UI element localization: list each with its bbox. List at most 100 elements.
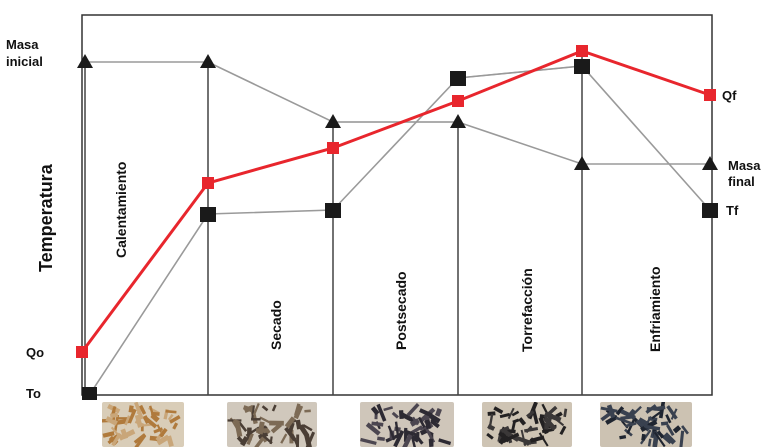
photo-cooled-chips	[600, 402, 692, 447]
chip	[398, 410, 404, 420]
chip	[304, 433, 313, 447]
chip	[271, 404, 277, 412]
chip	[371, 421, 384, 427]
chip	[499, 412, 511, 419]
chip	[438, 438, 452, 446]
chip	[501, 428, 520, 442]
label-tf: Tf	[726, 203, 739, 218]
chip	[302, 424, 313, 432]
temp-marker	[82, 387, 97, 401]
stage-label-secado: Secado	[268, 300, 284, 350]
chip	[251, 418, 261, 421]
chip	[641, 433, 646, 441]
heat-marker	[452, 95, 464, 107]
chip	[288, 422, 295, 433]
chip	[493, 406, 504, 415]
chip	[544, 422, 549, 430]
label-qf: Qf	[722, 88, 737, 103]
chip	[647, 438, 652, 447]
heat-marker	[76, 346, 88, 358]
chip	[124, 415, 131, 426]
temp-marker	[702, 203, 718, 218]
chip	[134, 414, 143, 428]
chip	[393, 430, 405, 447]
chip	[515, 435, 532, 446]
chip	[116, 417, 132, 420]
chip	[409, 418, 420, 427]
photo-torrefied-chips	[482, 402, 572, 447]
chip	[679, 430, 685, 447]
chip	[156, 434, 170, 446]
stage-label-calentamiento: Calentamiento	[113, 162, 129, 258]
label-qo: Qo	[26, 345, 44, 360]
heat-marker	[704, 89, 716, 101]
chip	[360, 437, 377, 446]
chip	[606, 404, 616, 419]
chip	[660, 421, 669, 426]
helper-line-2	[457, 65, 583, 79]
chip	[419, 428, 428, 436]
chip	[252, 402, 260, 416]
chip	[525, 425, 533, 434]
stage-label-torrefaccion: Torrefacción	[519, 268, 535, 352]
chip	[269, 420, 284, 426]
chip	[511, 410, 520, 417]
chip	[270, 422, 282, 434]
chip	[405, 431, 420, 443]
mass-marker	[77, 54, 93, 68]
temp-marker	[325, 203, 341, 218]
chip	[284, 426, 297, 442]
chip	[672, 425, 682, 434]
chip	[370, 406, 380, 416]
chip	[165, 409, 177, 414]
chip	[424, 419, 432, 430]
chip	[257, 421, 265, 435]
chip	[134, 402, 144, 420]
mass-marker	[450, 114, 466, 128]
chip	[498, 430, 511, 443]
chip	[486, 432, 494, 440]
label-temperatura: Temperatura	[36, 163, 56, 272]
chip	[512, 418, 520, 424]
chip	[430, 419, 440, 429]
temp-marker	[574, 59, 590, 74]
chip	[529, 435, 545, 443]
chip	[376, 403, 387, 422]
mass-marker	[702, 156, 718, 170]
chip	[138, 404, 147, 415]
chip	[538, 432, 549, 447]
chip	[383, 406, 394, 412]
chip	[377, 436, 385, 442]
chip	[400, 433, 413, 447]
chip	[620, 409, 636, 420]
temp-marker	[450, 71, 466, 86]
chip	[563, 408, 568, 418]
chip	[169, 415, 181, 424]
chip	[127, 408, 137, 424]
chip	[615, 406, 625, 416]
heat-line	[80, 49, 711, 353]
chip	[143, 423, 152, 427]
chip	[639, 429, 652, 445]
chip	[654, 431, 666, 447]
chip	[487, 411, 496, 416]
chip	[284, 416, 296, 429]
chip	[419, 408, 433, 418]
chip	[406, 402, 420, 417]
mass-line	[85, 61, 710, 165]
chip	[518, 417, 527, 426]
photo-postdried-chips	[360, 402, 454, 447]
chip	[128, 405, 134, 413]
stage-label-postsecado: Postsecado	[393, 271, 409, 350]
chip	[261, 405, 269, 412]
chip	[428, 438, 434, 447]
chip	[172, 422, 179, 430]
chip	[387, 425, 396, 441]
chip	[403, 429, 418, 437]
chip	[681, 425, 689, 435]
chip	[295, 419, 302, 430]
chip	[151, 411, 160, 416]
chip	[526, 410, 535, 418]
mass-marker	[200, 54, 216, 68]
